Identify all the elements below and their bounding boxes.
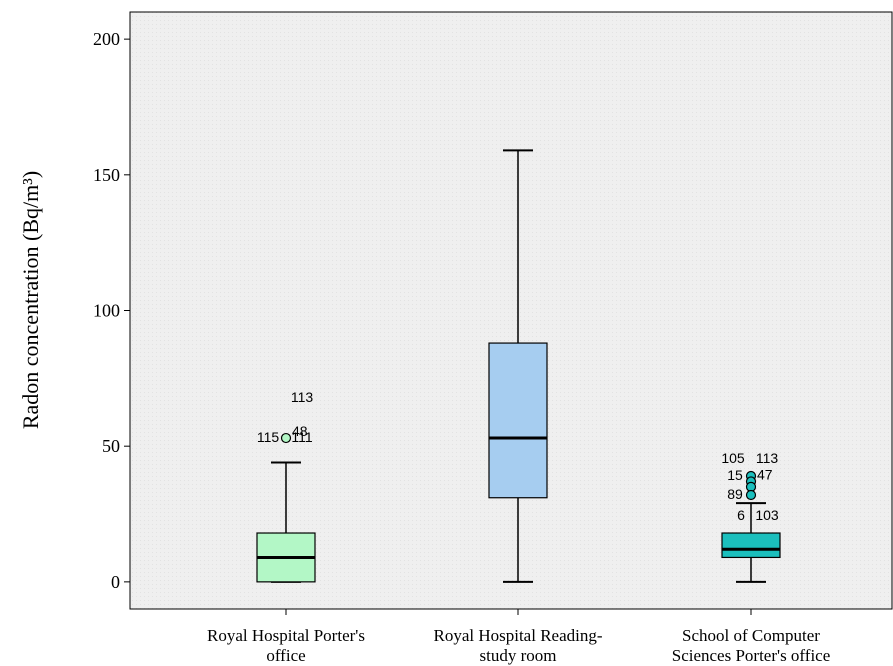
box-group	[488, 149, 548, 583]
box-group: 105 113 15 47 89 6 103	[721, 450, 781, 583]
boxes: 113 48 115 111 105 113 15 47 89 6 103	[256, 149, 781, 583]
outlier-label: 47	[757, 466, 773, 482]
y-tick-label: 150	[93, 165, 120, 185]
outlier-label: 6	[737, 507, 745, 523]
outlier-label: 115	[257, 429, 280, 445]
category-label: Sciences Porter's office	[672, 646, 831, 665]
outlier-point	[745, 489, 757, 501]
category-label: Royal Hospital Porter's	[207, 626, 365, 645]
box-group: 113 48 115 111	[256, 389, 316, 583]
y-tick-label: 0	[111, 572, 120, 592]
category-label: Royal Hospital Reading-	[433, 626, 602, 645]
outlier-label: 48	[292, 423, 308, 439]
outlier-label: 89	[727, 486, 743, 502]
outlier-label: 111	[291, 429, 312, 445]
y-axis-label: Radon concentration (Bq/m³)	[18, 171, 43, 429]
axes: 0 50 100 150 200	[93, 29, 752, 615]
outlier-label: 103	[755, 507, 779, 523]
plot-background	[129, 11, 893, 610]
y-tick-label: 200	[93, 29, 120, 49]
category-label: study room	[480, 646, 557, 665]
category-label: School of Computer	[682, 626, 820, 645]
y-tick-label: 50	[102, 436, 120, 456]
outlier-label: 113	[756, 450, 779, 466]
category-label: office	[266, 646, 305, 665]
outlier-point	[280, 432, 292, 444]
outlier-label: 15	[727, 467, 743, 483]
y-tick-label: 100	[93, 301, 120, 321]
outlier-label: 105	[721, 450, 745, 466]
iqr-box	[721, 532, 781, 559]
outlier-label: 113	[291, 389, 314, 405]
iqr-box	[488, 342, 548, 499]
